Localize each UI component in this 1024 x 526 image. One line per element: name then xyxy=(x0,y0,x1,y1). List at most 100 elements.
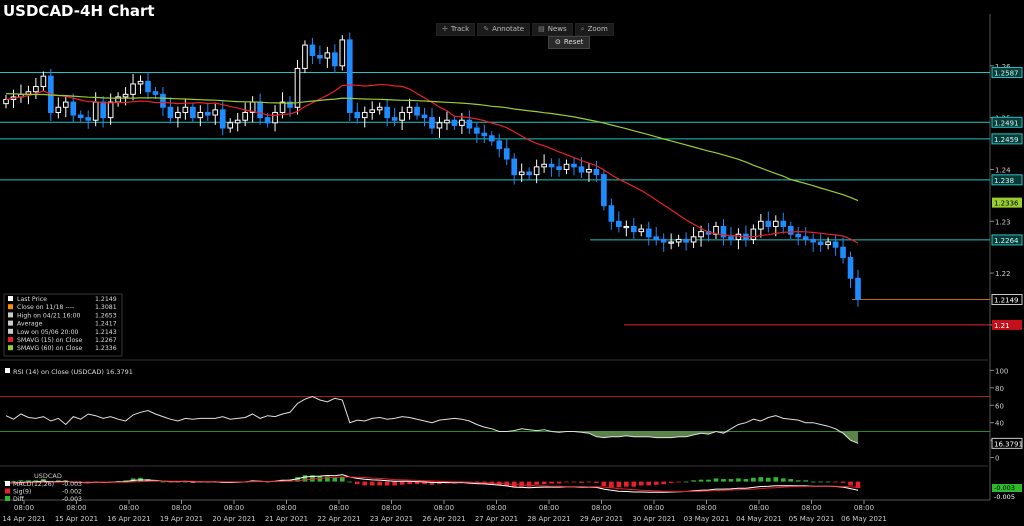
last-price-box xyxy=(991,294,1023,306)
candle-body xyxy=(690,236,697,243)
candle-body xyxy=(55,106,62,113)
reset-button[interactable]: ⊙ Reset xyxy=(548,36,591,49)
candle-body xyxy=(406,106,413,113)
x-tick-time: 08:00 xyxy=(696,504,716,512)
legend-swatch xyxy=(8,345,13,351)
candle-body xyxy=(481,132,488,137)
news-button[interactable]: ▤ News xyxy=(532,23,573,36)
candle-body xyxy=(451,119,458,126)
x-tick-time: 08:00 xyxy=(644,504,664,512)
macd-histogram-bar xyxy=(26,480,31,482)
candle-body xyxy=(616,220,622,227)
candle-body xyxy=(780,220,787,227)
rsi-tick-label: 40 xyxy=(995,420,1004,428)
zoom-button[interactable]: ⌕ Zoom xyxy=(574,23,614,36)
macd-legend-swatch xyxy=(5,488,10,494)
track-button[interactable]: ✛ Track xyxy=(436,23,476,36)
candle-body xyxy=(242,111,248,121)
news-icon: ▤ xyxy=(538,25,545,33)
sma60-label: 1.2336 xyxy=(994,200,1019,208)
legend-value: 1.2143 xyxy=(95,329,117,336)
level-label: 1.2459 xyxy=(994,136,1019,144)
candle-body xyxy=(429,117,435,129)
rsi-title: RSI (14) on Close (USDCAD) 16.3791 xyxy=(13,368,133,376)
candle-body xyxy=(160,93,166,108)
legend-label: Close on 11/18 ---- xyxy=(17,304,74,311)
macd-histogram-bar xyxy=(369,481,375,486)
macd-legend-value: -0.003 xyxy=(62,496,82,503)
macd-legend-label: Sig(9) xyxy=(13,489,31,496)
macd-histogram-bar xyxy=(399,481,405,485)
legend-label: Average xyxy=(17,321,43,328)
legend-value: 1.2336 xyxy=(95,345,117,352)
rsi-tick-label: 60 xyxy=(995,402,1004,410)
legend-label: Low on 05/06 20:00 xyxy=(17,329,79,336)
candle-body xyxy=(62,101,69,108)
macd-histogram-bar xyxy=(541,481,547,485)
candle-body xyxy=(279,101,286,113)
x-tick-date: 21 Apr 2021 xyxy=(265,515,308,523)
x-tick-date: 16 Apr 2021 xyxy=(107,515,150,523)
macd-histogram-bar xyxy=(325,476,330,482)
candle-body xyxy=(668,241,674,244)
last-price-label: 1.2149 xyxy=(994,297,1019,305)
x-tick-date: 19 Apr 2021 xyxy=(160,515,203,523)
macd-histogram-bar xyxy=(48,480,54,482)
candle-body xyxy=(361,111,368,119)
macd-histogram-bar xyxy=(55,480,61,482)
candle-body xyxy=(503,148,510,160)
macd-histogram-bar xyxy=(676,481,681,483)
red-level-box xyxy=(992,319,1022,330)
x-tick-time: 08:00 xyxy=(14,504,34,512)
candle-body xyxy=(92,101,99,121)
level-label: 1.2491 xyxy=(994,119,1019,127)
candle-body xyxy=(855,277,861,301)
x-tick-date: 14 Apr 2021 xyxy=(2,515,45,523)
candle-body xyxy=(70,101,77,116)
macd-histogram-bar xyxy=(339,476,345,482)
candle-body xyxy=(197,111,204,119)
legend-value: 1.2149 xyxy=(95,296,117,303)
candle-body xyxy=(294,67,301,108)
candle-body xyxy=(474,127,480,134)
macd-histogram-bar xyxy=(825,481,831,483)
x-tick-date: 05 May 2021 xyxy=(789,515,835,523)
macd-histogram-bar xyxy=(362,481,368,486)
x-tick-time: 08:00 xyxy=(434,504,454,512)
macd-last-box xyxy=(992,484,1022,492)
macd-histogram-bar xyxy=(579,481,584,483)
candle-body xyxy=(795,233,802,238)
candle-body xyxy=(488,135,495,142)
candle-body xyxy=(735,233,742,240)
macd-histogram-bar xyxy=(549,481,554,484)
reset-label: Reset xyxy=(563,38,584,46)
x-tick-date: 22 Apr 2021 xyxy=(317,515,360,523)
candle-body xyxy=(675,238,682,243)
candle-body xyxy=(152,91,159,95)
candle-body xyxy=(645,228,652,238)
macd-histogram-bar xyxy=(668,481,674,483)
price-tick-label: 1.24 xyxy=(995,166,1011,174)
macd-histogram-bar xyxy=(833,481,838,483)
candle-body xyxy=(459,119,465,126)
x-tick-time: 08:00 xyxy=(119,504,139,512)
macd-legend-value: -0.003 xyxy=(62,481,82,488)
candle-body xyxy=(354,111,361,119)
annotate-label: Annotate xyxy=(492,25,525,33)
candle-body xyxy=(638,228,645,233)
reset-icon: ⊙ xyxy=(555,38,561,46)
macd-last-box-2 xyxy=(992,493,1022,501)
macd-histogram-bar xyxy=(526,481,532,487)
macd-legend-label: Diff xyxy=(13,496,24,503)
rsi-line xyxy=(5,395,859,444)
legend-swatch xyxy=(8,304,13,310)
candle-body xyxy=(571,163,577,168)
candle-body xyxy=(720,225,727,238)
candle-body xyxy=(227,122,234,129)
annotate-button[interactable]: ✎ Annotate xyxy=(477,23,531,36)
macd-histogram-bar xyxy=(721,479,726,482)
macd-histogram-bar xyxy=(631,481,637,487)
macd-histogram-bar xyxy=(780,478,786,482)
news-label: News xyxy=(547,25,567,33)
